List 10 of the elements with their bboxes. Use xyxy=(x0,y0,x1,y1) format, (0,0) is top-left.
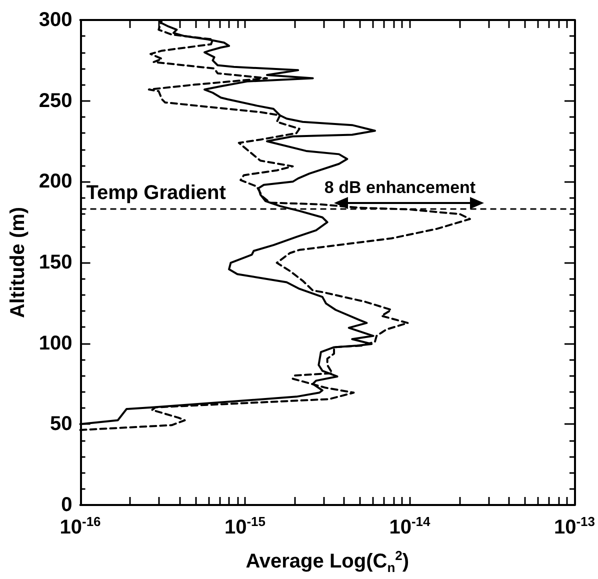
y-tick-label: 150 xyxy=(38,252,72,274)
y-tick-label: 300 xyxy=(38,9,72,31)
y-axis-title: Altitude (m) xyxy=(7,206,29,318)
y-tick-label: 100 xyxy=(38,332,72,354)
y-tick-label: 200 xyxy=(38,170,72,193)
y-tick-label: 250 xyxy=(38,90,72,112)
y-tick-label: 50 xyxy=(50,413,72,436)
annotation: 8 dB enhancement xyxy=(324,178,476,197)
ref-line-label: Temp Gradient xyxy=(86,182,226,204)
y-tick-label: 0 xyxy=(61,494,72,516)
